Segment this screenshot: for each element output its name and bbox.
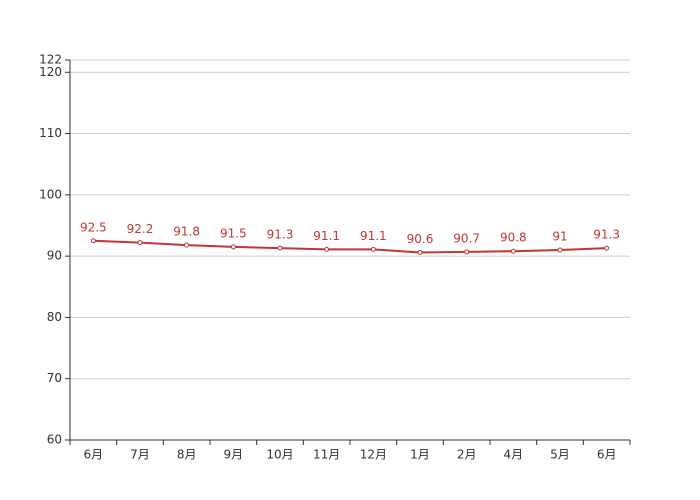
x-tick-label: 8月 — [177, 448, 197, 462]
data-label: 91.3 — [593, 228, 620, 242]
x-tick-label: 5月 — [550, 448, 570, 462]
data-point — [277, 245, 283, 251]
data-point — [510, 248, 516, 254]
data-point — [230, 244, 236, 250]
data-label: 90.8 — [500, 231, 527, 245]
data-label: 90.7 — [453, 231, 480, 245]
data-point — [184, 242, 190, 248]
x-tick-label: 6月 — [84, 448, 104, 462]
data-label: 92.2 — [127, 222, 154, 236]
data-label: 91.8 — [173, 225, 200, 239]
y-tick-label: 70 — [47, 371, 62, 385]
data-point — [464, 249, 470, 255]
data-line — [93, 239, 607, 254]
y-tick-label: 90 — [47, 249, 62, 263]
data-label: 90.6 — [407, 232, 434, 246]
data-point — [417, 249, 423, 255]
x-tick-label: 1月 — [410, 448, 430, 462]
x-tick-label: 12月 — [360, 448, 387, 462]
x-tick-label: 2月 — [457, 448, 477, 462]
x-tick-label: 9月 — [224, 448, 244, 462]
y-tick-label: 60 — [47, 433, 62, 447]
data-point — [604, 245, 610, 251]
data-label: 91.5 — [220, 226, 247, 240]
data-label: 91.1 — [360, 229, 387, 243]
data-point — [137, 240, 143, 246]
x-tick-label: 10月 — [266, 448, 293, 462]
data-label: 91.3 — [267, 228, 294, 242]
data-label: 92.5 — [80, 220, 107, 234]
x-tick-label: 6月 — [597, 448, 617, 462]
data-point — [90, 238, 96, 244]
y-tick-label: 122 — [39, 53, 62, 67]
y-tick-label: 80 — [47, 310, 62, 324]
data-point — [557, 247, 563, 253]
x-tick-label: 11月 — [313, 448, 340, 462]
y-tick-label: 110 — [39, 126, 62, 140]
x-tick-label: 4月 — [504, 448, 524, 462]
data-point — [324, 246, 330, 252]
y-tick-label: 120 — [39, 65, 62, 79]
data-label: 91.1 — [313, 229, 340, 243]
y-tick-label: 100 — [39, 187, 62, 201]
data-label: 91 — [552, 230, 567, 244]
data-point — [370, 246, 376, 252]
x-tick-label: 7月 — [130, 448, 150, 462]
